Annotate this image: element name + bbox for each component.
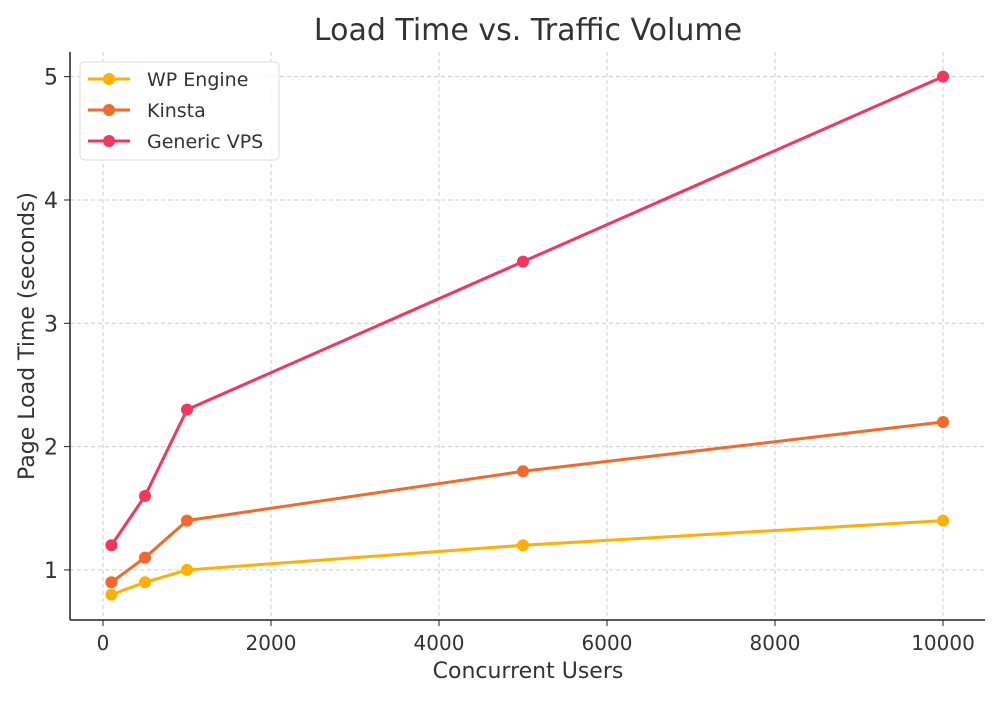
x-tick-label: 10000 xyxy=(911,631,975,655)
x-tick-label: 4000 xyxy=(414,631,465,655)
axes: 0 2000 4000 6000 8000 10000 1 2 3 4 5 xyxy=(44,52,985,655)
x-tick-label: 6000 xyxy=(582,631,633,655)
y-axis-label: Page Load Time (seconds) xyxy=(15,192,40,480)
series-group xyxy=(105,70,950,601)
data-point xyxy=(517,255,530,268)
data-point xyxy=(139,576,152,589)
legend-label: WP Engine xyxy=(147,69,248,91)
x-tick-label: 8000 xyxy=(750,631,801,655)
legend-marker xyxy=(103,73,115,85)
data-point xyxy=(181,514,194,527)
data-point xyxy=(139,551,152,564)
x-axis-label: Concurrent Users xyxy=(433,659,624,684)
data-point xyxy=(105,576,118,589)
y-tick-label: 3 xyxy=(44,312,58,337)
y-tick-label: 1 xyxy=(44,559,58,584)
series-line-kinsta xyxy=(110,420,944,584)
data-point xyxy=(937,70,950,83)
y-tick-label: 2 xyxy=(44,436,58,461)
x-tick-label: 0 xyxy=(97,631,110,655)
legend-box xyxy=(79,61,280,161)
data-point xyxy=(517,539,530,552)
data-point xyxy=(937,415,950,428)
legend-label: Generic VPS xyxy=(147,131,263,153)
x-tick-label: 2000 xyxy=(246,631,297,655)
data-point xyxy=(139,489,152,502)
legend-marker xyxy=(103,135,115,147)
data-point xyxy=(937,514,950,527)
data-point xyxy=(181,563,194,576)
y-tick-label: 4 xyxy=(44,189,58,214)
legend: WP Engine Kinsta Generic VPS xyxy=(79,61,280,161)
y-tick-label: 5 xyxy=(44,66,58,91)
chart-title: Load Time vs. Traffic Volume xyxy=(314,13,742,48)
legend-label: Kinsta xyxy=(147,100,206,122)
data-point xyxy=(105,539,118,552)
data-point xyxy=(181,403,194,416)
series-line-wp-engine xyxy=(110,519,944,597)
data-point xyxy=(105,588,118,601)
data-point xyxy=(517,465,530,478)
legend-marker xyxy=(103,104,115,116)
grid xyxy=(70,52,985,620)
